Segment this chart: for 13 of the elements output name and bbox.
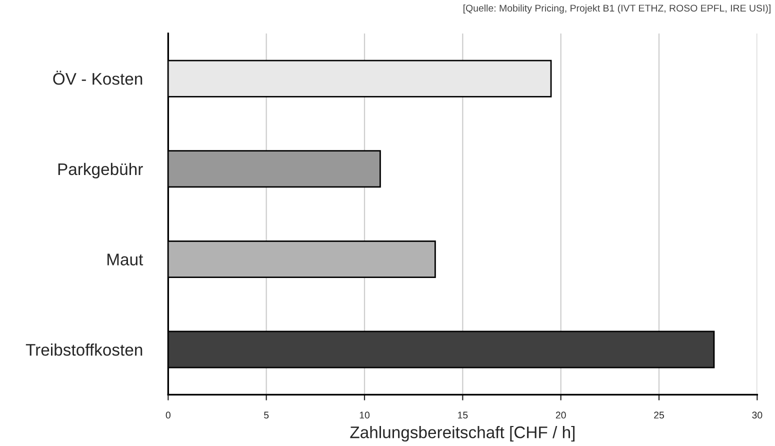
- y-tick-label: Maut: [107, 254, 144, 266]
- x-tick-label: 25: [654, 412, 664, 419]
- x-tick-label: 5: [264, 412, 269, 419]
- y-tick-label: Parkgebühr: [58, 162, 143, 178]
- y-tick-label: Treibstoffkosten: [26, 344, 142, 356]
- x-tick-label: 0: [166, 412, 170, 419]
- x-axis-title: Zahlungsbereitschaft [CHF / h]: [350, 426, 575, 442]
- y-tick-label: ÖV - Kosten: [53, 70, 142, 85]
- text: [Quelle: Mobility Pricing, Projekt B1 (IVT ETHZ, ROSO EPFL, IRE USI)]: [464, 4, 770, 14]
- x-tick-label: 15: [458, 412, 468, 419]
- x-tick-label: 30: [752, 412, 762, 419]
- x-tick-label: 10: [360, 412, 370, 419]
- x-tick-label: 20: [556, 412, 566, 419]
